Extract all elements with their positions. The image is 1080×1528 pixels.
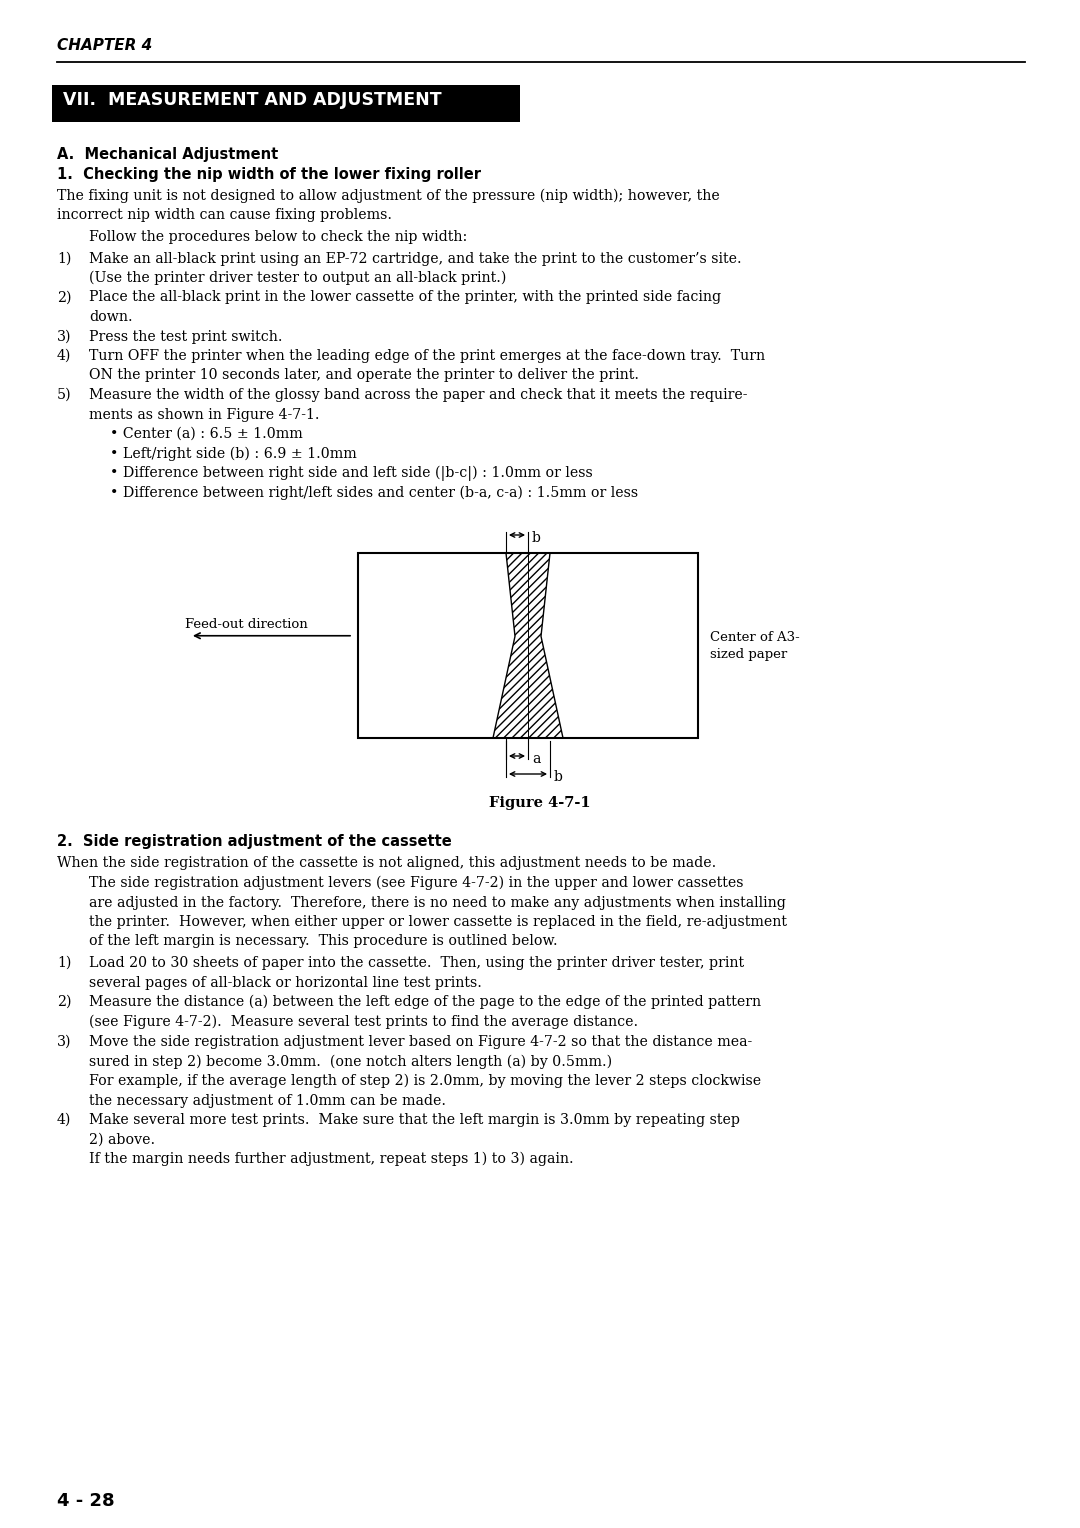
Text: 4): 4) xyxy=(57,348,71,364)
Text: b: b xyxy=(554,770,563,784)
Text: The side registration adjustment levers (see Figure 4-7-2) in the upper and lowe: The side registration adjustment levers … xyxy=(89,876,743,891)
Text: • Left/right side (b) : 6.9 ± 1.0mm: • Left/right side (b) : 6.9 ± 1.0mm xyxy=(110,446,356,461)
Text: Turn OFF the printer when the leading edge of the print emerges at the face-down: Turn OFF the printer when the leading ed… xyxy=(89,348,765,364)
Text: (see Figure 4-7-2).  Measure several test prints to find the average distance.: (see Figure 4-7-2). Measure several test… xyxy=(89,1015,638,1028)
Text: • Center (a) : 6.5 ± 1.0mm: • Center (a) : 6.5 ± 1.0mm xyxy=(110,426,302,442)
Text: b: b xyxy=(532,532,541,545)
Text: VII.  MEASUREMENT AND ADJUSTMENT: VII. MEASUREMENT AND ADJUSTMENT xyxy=(63,92,442,108)
Text: A.  Mechanical Adjustment: A. Mechanical Adjustment xyxy=(57,147,279,162)
Text: CHAPTER 4: CHAPTER 4 xyxy=(57,38,152,53)
Text: Make an all-black print using an EP-72 cartridge, and take the print to the cust: Make an all-black print using an EP-72 c… xyxy=(89,252,742,266)
Bar xyxy=(52,86,519,122)
Polygon shape xyxy=(492,553,563,738)
Text: 1): 1) xyxy=(57,957,71,970)
Text: 4 - 28: 4 - 28 xyxy=(57,1491,114,1510)
Text: • Difference between right side and left side (|b-c|) : 1.0mm or less: • Difference between right side and left… xyxy=(110,466,593,481)
Text: 3): 3) xyxy=(57,330,71,344)
Text: Make several more test prints.  Make sure that the left margin is 3.0mm by repea: Make several more test prints. Make sure… xyxy=(89,1112,740,1128)
Text: are adjusted in the factory.  Therefore, there is no need to make any adjustment: are adjusted in the factory. Therefore, … xyxy=(89,895,786,909)
Text: Follow the procedures below to check the nip width:: Follow the procedures below to check the… xyxy=(89,231,468,244)
Bar xyxy=(357,553,698,738)
Text: The fixing unit is not designed to allow adjustment of the pressure (nip width);: The fixing unit is not designed to allow… xyxy=(57,189,719,203)
Text: 3): 3) xyxy=(57,1034,71,1050)
Text: incorrect nip width can cause fixing problems.: incorrect nip width can cause fixing pro… xyxy=(57,208,392,223)
Text: When the side registration of the cassette is not aligned, this adjustment needs: When the side registration of the casset… xyxy=(57,856,716,869)
Text: (Use the printer driver tester to output an all-black print.): (Use the printer driver tester to output… xyxy=(89,270,507,286)
Text: For example, if the average length of step 2) is 2.0mm, by moving the lever 2 st: For example, if the average length of st… xyxy=(89,1074,761,1088)
Text: a: a xyxy=(532,752,540,766)
Text: If the margin needs further adjustment, repeat steps 1) to 3) again.: If the margin needs further adjustment, … xyxy=(89,1152,573,1166)
Text: Move the side registration adjustment lever based on Figure 4-7-2 so that the di: Move the side registration adjustment le… xyxy=(89,1034,753,1050)
Text: 2) above.: 2) above. xyxy=(89,1132,156,1146)
Text: 4): 4) xyxy=(57,1112,71,1128)
Text: Center of A3-: Center of A3- xyxy=(710,631,800,643)
Text: 2): 2) xyxy=(57,995,71,1008)
Text: Measure the width of the glossy band across the paper and check that it meets th: Measure the width of the glossy band acr… xyxy=(89,388,747,402)
Text: the printer.  However, when either upper or lower cassette is replaced in the fi: the printer. However, when either upper … xyxy=(89,915,787,929)
Text: Load 20 to 30 sheets of paper into the cassette.  Then, using the printer driver: Load 20 to 30 sheets of paper into the c… xyxy=(89,957,744,970)
Text: Feed-out direction: Feed-out direction xyxy=(185,617,308,631)
Text: several pages of all-black or horizontal line test prints.: several pages of all-black or horizontal… xyxy=(89,975,482,990)
Text: ON the printer 10 seconds later, and operate the printer to deliver the print.: ON the printer 10 seconds later, and ope… xyxy=(89,368,639,382)
Text: of the left margin is necessary.  This procedure is outlined below.: of the left margin is necessary. This pr… xyxy=(89,935,557,949)
Text: Press the test print switch.: Press the test print switch. xyxy=(89,330,283,344)
Text: Measure the distance (a) between the left edge of the page to the edge of the pr: Measure the distance (a) between the lef… xyxy=(89,995,761,1010)
Text: sured in step 2) become 3.0mm.  (one notch alters length (a) by 0.5mm.): sured in step 2) become 3.0mm. (one notc… xyxy=(89,1054,612,1070)
Text: Place the all-black print in the lower cassette of the printer, with the printed: Place the all-black print in the lower c… xyxy=(89,290,721,304)
Text: down.: down. xyxy=(89,310,133,324)
Text: • Difference between right/left sides and center (b-a, c-a) : 1.5mm or less: • Difference between right/left sides an… xyxy=(110,486,638,500)
Text: Figure 4-7-1: Figure 4-7-1 xyxy=(489,796,591,810)
Text: ments as shown in Figure 4-7-1.: ments as shown in Figure 4-7-1. xyxy=(89,408,320,422)
Text: 2): 2) xyxy=(57,290,71,304)
Text: 1.  Checking the nip width of the lower fixing roller: 1. Checking the nip width of the lower f… xyxy=(57,168,481,182)
Text: 1): 1) xyxy=(57,252,71,266)
Text: 2.  Side registration adjustment of the cassette: 2. Side registration adjustment of the c… xyxy=(57,834,451,850)
Text: 5): 5) xyxy=(57,388,71,402)
Text: the necessary adjustment of 1.0mm can be made.: the necessary adjustment of 1.0mm can be… xyxy=(89,1094,446,1108)
Text: sized paper: sized paper xyxy=(710,648,787,660)
